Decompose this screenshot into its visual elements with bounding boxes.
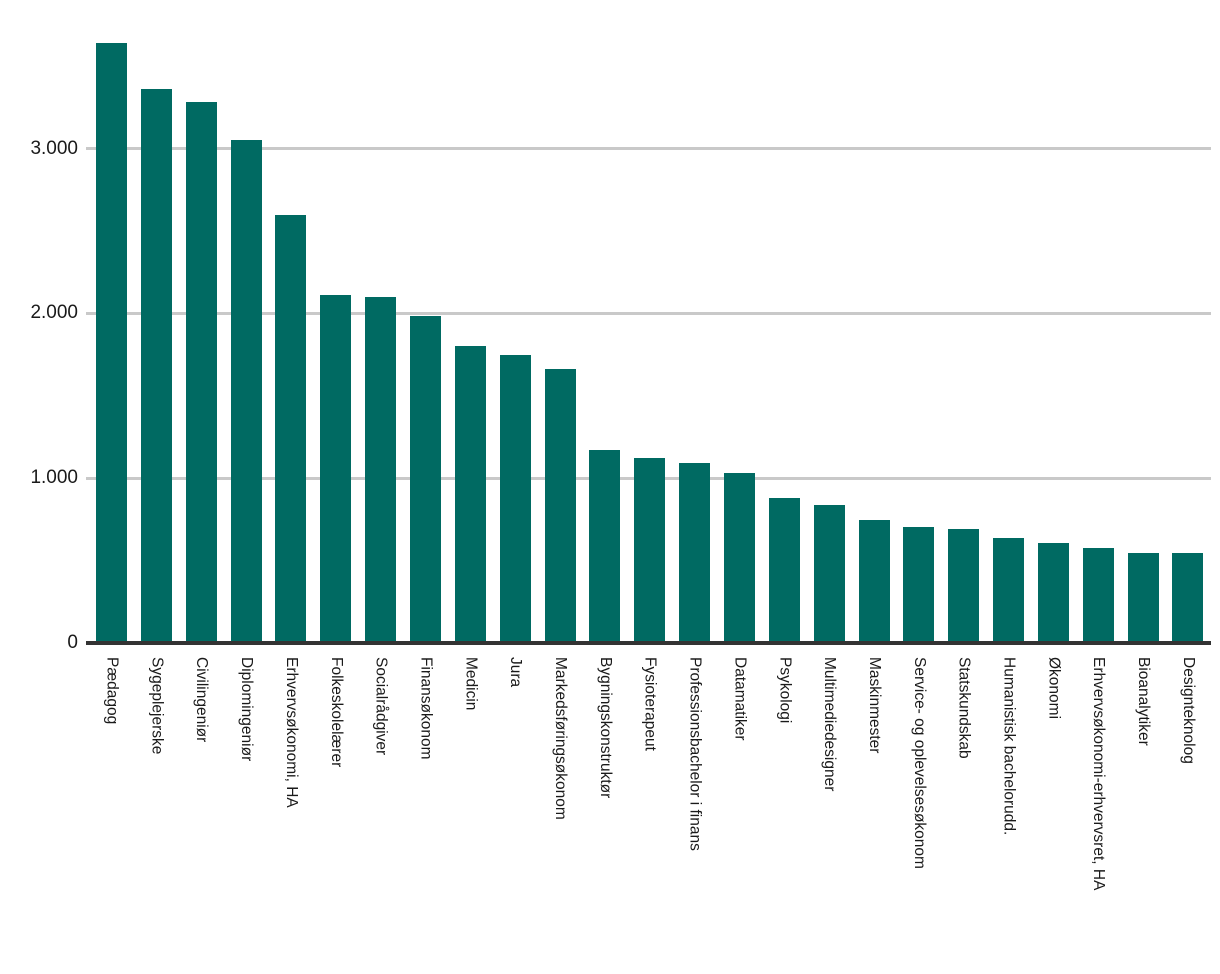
x-axis-line — [86, 641, 1211, 645]
bar — [723, 473, 755, 643]
bar — [903, 526, 935, 643]
x-axis-label: Økonomi — [1045, 657, 1063, 720]
bar — [499, 355, 531, 643]
gridline — [86, 147, 1211, 151]
x-axis-label: Markedsføringsøkonom — [552, 657, 569, 820]
bar — [96, 43, 127, 643]
x-axis-label: Socialrådgiver — [372, 657, 390, 756]
bar — [589, 450, 621, 643]
x-axis-label: Fysioterapeut — [641, 657, 659, 751]
bar — [1172, 553, 1204, 643]
bar — [813, 505, 845, 643]
bar — [993, 537, 1024, 643]
gridline — [86, 311, 1211, 315]
x-axis-label: Service- og oplevelsesøkonom — [910, 657, 928, 869]
x-axis-label: Diplomingeniør — [238, 657, 256, 762]
bar — [409, 315, 441, 643]
x-axis-label: Medicin — [462, 657, 480, 711]
x-axis-label: Professionsbachelor i finans — [686, 657, 704, 851]
x-axis-label: Jura — [507, 657, 525, 688]
bar — [1082, 548, 1114, 643]
x-axis-label: Bygningskonstruktør — [596, 657, 614, 799]
y-axis-tick-label: 2.000 — [30, 302, 78, 324]
bar — [140, 89, 172, 643]
x-axis-label: Pædagog — [103, 657, 121, 725]
bar — [320, 295, 352, 643]
bar — [679, 462, 711, 643]
x-axis-label: Civilingeniør — [193, 657, 211, 743]
x-axis-label: Statskundskab — [955, 657, 973, 759]
bar — [768, 498, 800, 643]
x-axis-label: Designteknolog — [1179, 657, 1197, 764]
y-axis-tick-label: 0 — [67, 632, 78, 653]
bar — [185, 101, 217, 643]
bar — [1127, 553, 1159, 643]
x-axis-label: Bioanalytiker — [1135, 657, 1152, 746]
bar — [1037, 543, 1069, 643]
bar — [454, 345, 486, 643]
x-axis-label: Folkeskolelærer — [327, 657, 345, 768]
bar — [634, 458, 666, 643]
bar — [275, 214, 307, 643]
bar — [948, 529, 980, 643]
x-axis-label: Humanistisk bachelorudd. — [1000, 657, 1018, 836]
y-axis-tick-label: 1.000 — [30, 467, 78, 489]
x-axis-label: Datamatiker — [731, 657, 749, 741]
x-axis-label: Finansøkonom — [417, 657, 435, 760]
x-axis-label: Sygeplejerske — [148, 657, 166, 755]
bar — [365, 296, 397, 643]
x-axis-label: Multimediedesigner — [821, 657, 839, 792]
bar — [544, 369, 576, 643]
x-axis-label: Maskinmester — [866, 657, 883, 754]
y-axis-tick-label: 3.000 — [30, 137, 78, 159]
x-axis-label: Erhvervsøkonomi-erhvervsret, HA — [1090, 657, 1108, 891]
x-axis-label: Erhvervsøkonomi, HA — [282, 657, 300, 808]
bar — [230, 140, 262, 643]
bar — [858, 520, 890, 643]
x-axis-label: Psykologi — [776, 657, 794, 724]
